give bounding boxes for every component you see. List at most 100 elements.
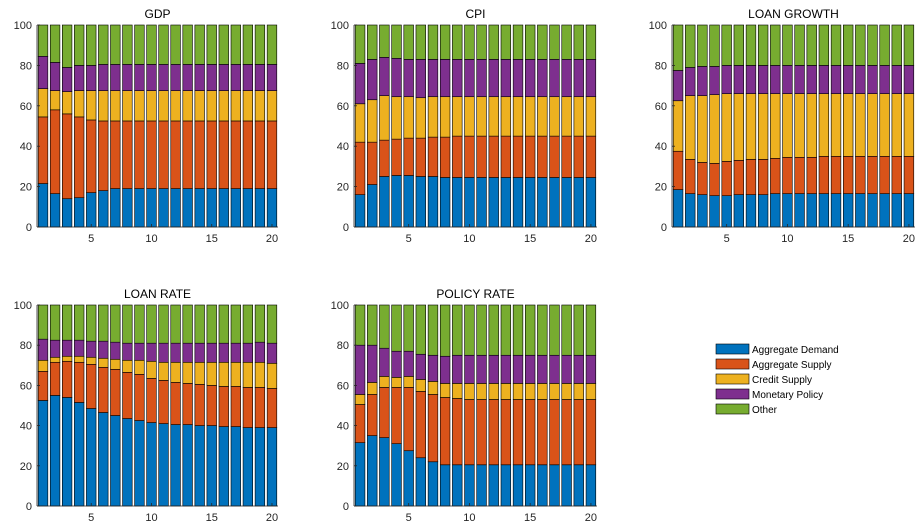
bar-aggregate-supply-17 — [230, 386, 241, 427]
y-tick-label: 100 — [14, 20, 32, 32]
bar-monetary-policy-5 — [403, 59, 414, 98]
legend-swatch-other — [715, 403, 750, 415]
bar-aggregate-supply-13 — [818, 156, 830, 194]
bar-credit-supply-5 — [721, 93, 732, 162]
bar-aggregate-supply-16 — [218, 120, 229, 189]
bar-credit-supply-7 — [427, 96, 439, 138]
bar-other-11 — [158, 304, 169, 344]
legend-swatch-aggregate-supply — [715, 358, 750, 370]
bar-other-15 — [525, 304, 536, 356]
bar-monetary-policy-3 — [61, 339, 73, 357]
bar-monetary-policy-18 — [242, 342, 253, 363]
bar-credit-supply-4 — [709, 94, 720, 164]
bar-other-12 — [488, 304, 499, 356]
bar-monetary-policy-16 — [218, 342, 229, 363]
bar-other-18 — [561, 304, 572, 356]
bar-other-18 — [242, 304, 253, 344]
bar-aggregate-demand-16 — [855, 193, 866, 228]
y-tick-label: 80 — [337, 60, 349, 72]
bar-aggregate-demand-15 — [525, 464, 536, 507]
bar-other-5 — [403, 304, 414, 352]
bar-credit-supply-4 — [391, 96, 402, 140]
bar-credit-supply-13 — [818, 93, 830, 157]
bar-aggregate-supply-1 — [37, 116, 49, 184]
bar-aggregate-supply-12 — [170, 120, 181, 189]
bar-aggregate-supply-2 — [685, 159, 696, 194]
bar-aggregate-supply-14 — [194, 120, 205, 189]
bar-monetary-policy-7 — [745, 65, 757, 94]
bar-monetary-policy-19 — [254, 64, 266, 91]
bar-monetary-policy-9 — [134, 64, 145, 91]
bar-aggregate-supply-15 — [843, 156, 854, 194]
bar-credit-supply-6 — [733, 93, 744, 161]
x-tick-label: 10 — [781, 233, 793, 245]
bar-aggregate-demand-8 — [439, 464, 451, 507]
bar-monetary-policy-8 — [122, 64, 133, 91]
bar-credit-supply-10 — [146, 90, 157, 122]
bar-aggregate-supply-13 — [500, 399, 512, 466]
bar-monetary-policy-1 — [37, 338, 49, 361]
bar-aggregate-demand-7 — [110, 415, 121, 507]
bar-credit-supply-9 — [134, 90, 145, 122]
bar-aggregate-demand-8 — [122, 188, 133, 228]
bar-credit-supply-17 — [549, 383, 560, 400]
bar-credit-supply-15 — [525, 383, 536, 400]
bar-aggregate-demand-1 — [672, 189, 684, 228]
bar-credit-supply-3 — [61, 355, 73, 362]
bar-other-6 — [98, 24, 109, 65]
bar-monetary-policy-3 — [61, 67, 73, 92]
bar-credit-supply-14 — [830, 93, 842, 157]
bar-credit-supply-11 — [158, 90, 169, 122]
bar-other-13 — [500, 24, 512, 60]
bar-monetary-policy-8 — [439, 355, 451, 384]
bar-aggregate-supply-6 — [415, 391, 426, 459]
bar-aggregate-demand-10 — [464, 177, 475, 228]
y-tick-label: 0 — [343, 501, 349, 513]
bar-credit-supply-1 — [37, 359, 49, 372]
bar-other-7 — [745, 24, 757, 66]
bar-monetary-policy-2 — [367, 59, 378, 101]
y-tick-label: 80 — [20, 340, 32, 352]
bar-aggregate-supply-14 — [512, 135, 524, 178]
bar-credit-supply-19 — [254, 90, 266, 122]
bar-credit-supply-17 — [230, 90, 241, 122]
bar-aggregate-demand-11 — [158, 188, 169, 228]
x-tick-label: 10 — [145, 512, 157, 524]
bar-aggregate-demand-14 — [512, 177, 524, 228]
bar-credit-supply-1 — [354, 394, 366, 405]
bar-credit-supply-10 — [146, 360, 157, 379]
bar-aggregate-demand-15 — [525, 177, 536, 228]
x-tick-label: 10 — [463, 233, 475, 245]
bar-credit-supply-15 — [843, 93, 854, 157]
bar-aggregate-demand-4 — [74, 402, 85, 507]
bar-aggregate-demand-13 — [500, 464, 512, 507]
bar-aggregate-demand-11 — [476, 177, 487, 228]
bar-aggregate-supply-11 — [158, 380, 169, 424]
bar-aggregate-demand-3 — [697, 194, 708, 228]
bar-other-2 — [367, 24, 378, 60]
bar-credit-supply-10 — [782, 93, 793, 158]
bar-monetary-policy-1 — [354, 63, 366, 105]
bar-other-7 — [110, 304, 121, 343]
bar-aggregate-supply-1 — [672, 150, 684, 190]
y-tick-label: 60 — [655, 101, 667, 113]
bar-monetary-policy-1 — [672, 70, 684, 102]
bar-monetary-policy-12 — [170, 342, 181, 363]
bar-aggregate-supply-2 — [49, 361, 61, 396]
y-tick-label: 100 — [14, 300, 32, 312]
bar-credit-supply-6 — [98, 357, 109, 368]
bar-monetary-policy-16 — [855, 65, 866, 94]
bar-aggregate-supply-3 — [61, 113, 73, 200]
bar-monetary-policy-20 — [585, 354, 597, 384]
bar-monetary-policy-19 — [573, 354, 584, 384]
bar-monetary-policy-4 — [391, 58, 402, 98]
bar-monetary-policy-12 — [488, 59, 499, 98]
bar-credit-supply-18 — [242, 90, 253, 122]
x-tick-label: 15 — [206, 233, 218, 245]
bar-other-12 — [488, 24, 499, 60]
y-tick-label: 80 — [337, 340, 349, 352]
bar-credit-supply-13 — [500, 383, 512, 400]
bar-aggregate-demand-2 — [49, 395, 61, 507]
bar-credit-supply-1 — [354, 103, 366, 143]
bar-aggregate-supply-2 — [367, 394, 378, 436]
